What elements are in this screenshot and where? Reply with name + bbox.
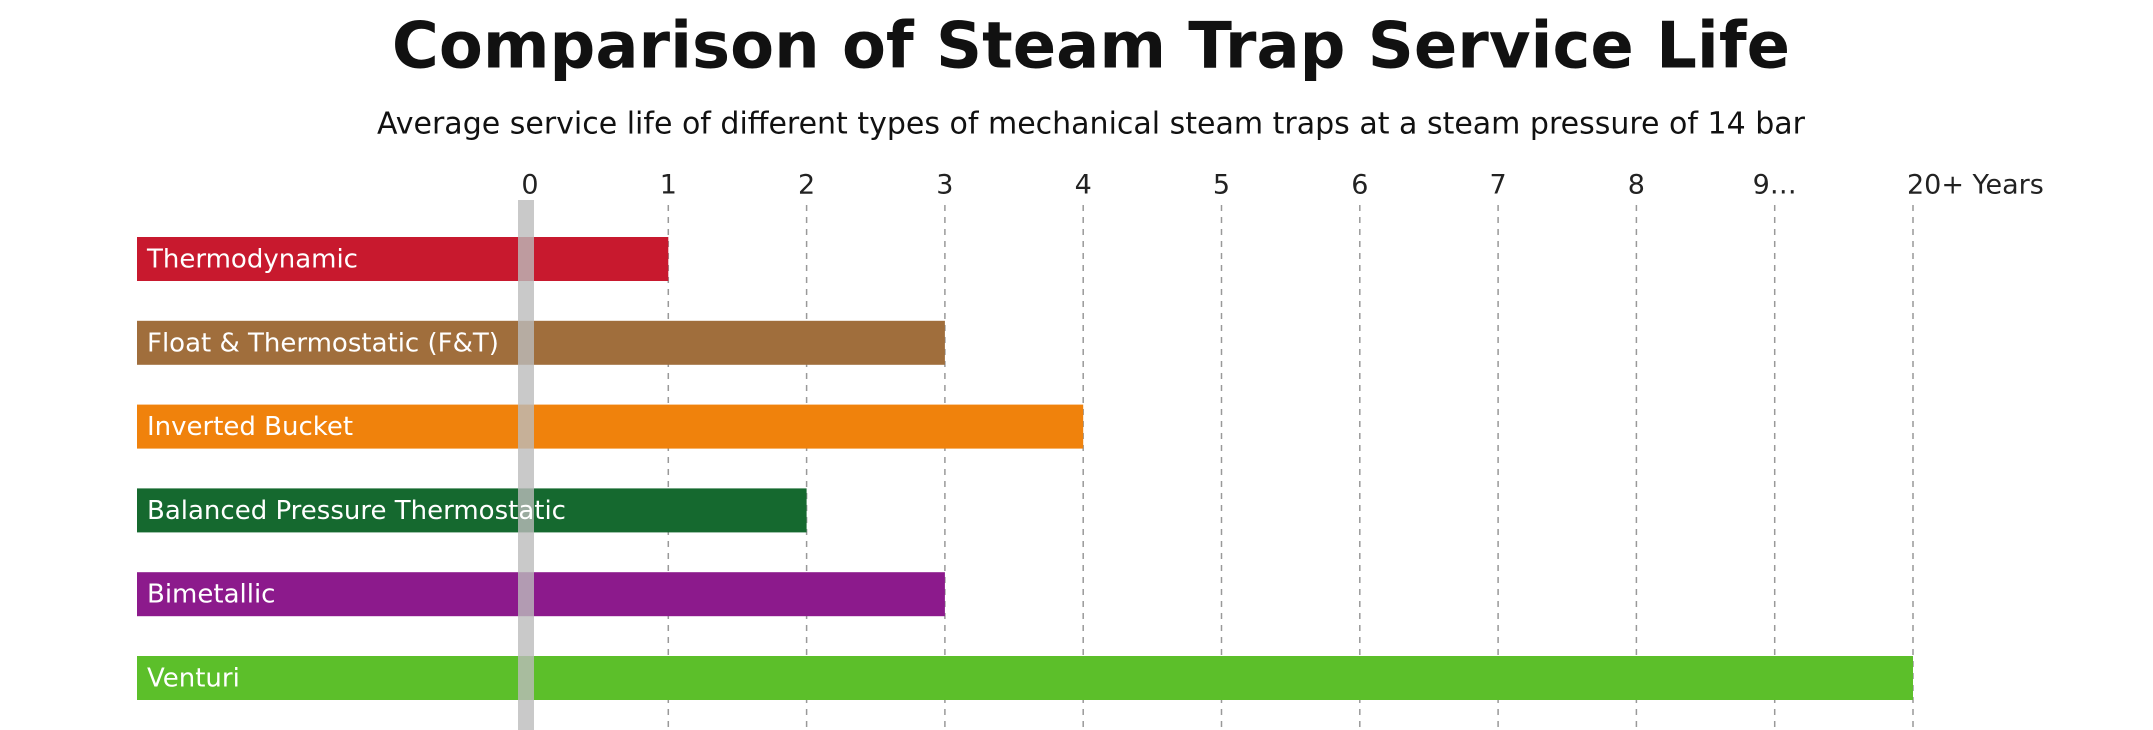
bar-label: Thermodynamic <box>146 245 358 275</box>
bar-label: Float & Thermostatic (F&T) <box>147 328 499 358</box>
bar <box>137 488 807 533</box>
x-tick-label: 7 <box>1490 170 1507 201</box>
x-tick-label: 9… <box>1753 170 1797 201</box>
bar <box>137 572 945 617</box>
x-tick-label: 20+ Years <box>1907 170 2044 201</box>
bar-label: Inverted Bucket <box>147 412 353 442</box>
labels: Thermodynamic Float & Thermostatic (F&T) I… <box>146 245 566 694</box>
x-tick-label: 3 <box>936 170 953 201</box>
x-tick-label: 0 <box>521 170 538 201</box>
grid: 0 1 2 3 4 5 6 7 8 9… 20+ Years <box>521 170 2044 730</box>
x-tick-label: 6 <box>1351 170 1368 201</box>
bar <box>137 656 1913 700</box>
x-tick-label: 8 <box>1628 170 1645 201</box>
x-tick-label: 4 <box>1075 170 1092 201</box>
bar <box>137 320 945 365</box>
chart-title: Comparison of Steam Trap Service Life <box>392 10 1790 84</box>
x-tick-label: 5 <box>1213 170 1230 201</box>
bar-label: Bimetallic <box>147 580 275 610</box>
x-tick-label: 2 <box>798 170 815 201</box>
x-tick-label: 1 <box>660 170 677 201</box>
bar <box>137 237 669 281</box>
bar <box>137 404 1084 449</box>
zero-post <box>518 200 534 730</box>
bar-label: Venturi <box>147 664 240 694</box>
chart-subtitle: Average service life of different types … <box>377 107 1806 142</box>
bars <box>137 237 1913 700</box>
bar-label: Balanced Pressure Thermostatic <box>147 496 566 526</box>
